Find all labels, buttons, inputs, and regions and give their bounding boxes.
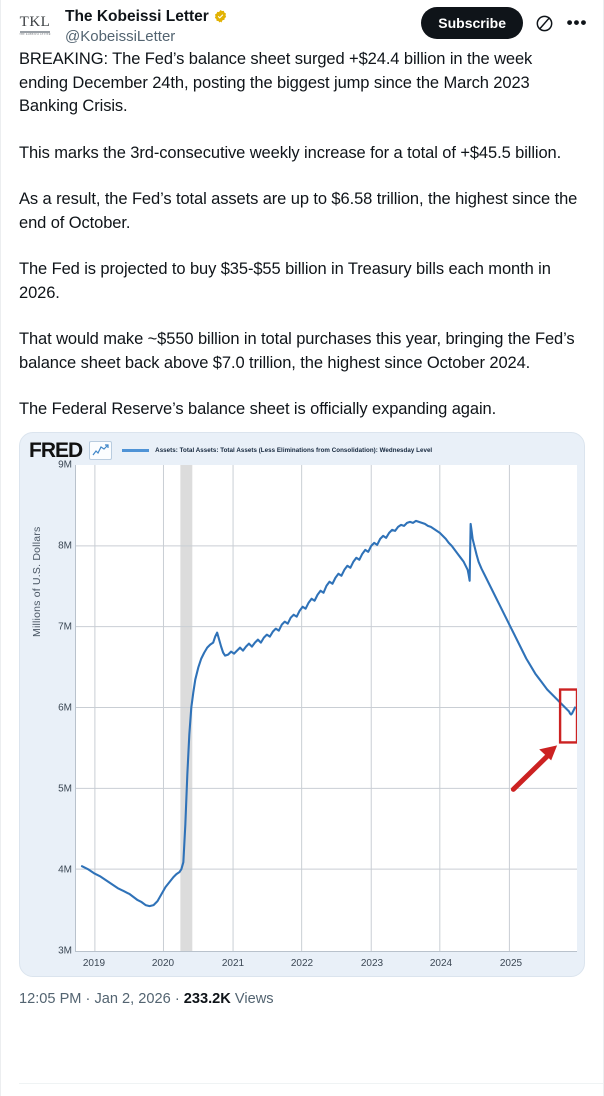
account-handle[interactable]: @KobeissiLetter xyxy=(65,28,176,45)
tweet-header: TKL THE KOBEISSI LETTER The Kobeissi Let… xyxy=(1,0,603,46)
avatar-subtext: THE KOBEISSI LETTER xyxy=(19,33,51,37)
account-names: The Kobeissi Letter @KobeissiLetter xyxy=(65,6,421,46)
line-chart-icon[interactable] xyxy=(89,441,113,460)
tweet-paragraph: That would make ~$550 billion in total p… xyxy=(19,330,580,372)
x-tick-label: 2025 xyxy=(499,957,523,969)
x-axis-ticks: 2019 2020 2021 2022 2023 2024 2025 xyxy=(20,958,584,972)
y-tick-label: 9M xyxy=(58,459,72,470)
more-options-icon[interactable]: ••• xyxy=(565,11,589,35)
tweet-paragraph: BREAKING: The Fed’s balance sheet surged… xyxy=(19,50,537,115)
x-tick-label: 2021 xyxy=(221,957,245,969)
avatar[interactable]: TKL THE KOBEISSI LETTER xyxy=(15,6,55,46)
avatar-divider xyxy=(20,31,50,34)
display-name-row: The Kobeissi Letter xyxy=(65,7,421,26)
uptick-arrow xyxy=(510,744,558,792)
y-tick-label: 7M xyxy=(58,621,72,632)
assets-series-line xyxy=(80,519,577,907)
subscribe-button[interactable]: Subscribe xyxy=(421,7,523,39)
y-tick-label: 8M xyxy=(58,540,72,551)
plot-wrapper: Millions of U.S. Dollars 9M 8M 7M 6M 5M … xyxy=(20,457,584,976)
y-tick-label: 6M xyxy=(58,702,72,713)
post-date: Jan 2, 2026 xyxy=(94,990,171,1007)
y-tick-label: 4M xyxy=(58,864,72,875)
verified-badge-icon xyxy=(214,9,226,23)
avatar-monogram: TKL xyxy=(19,14,51,31)
y-tick-label: 5M xyxy=(58,783,72,794)
metadata-separator: · xyxy=(174,990,180,1007)
x-tick-label: 2023 xyxy=(360,957,384,969)
header-actions: Subscribe ••• xyxy=(421,6,589,39)
slashed-circle-glyph xyxy=(536,15,552,31)
plot-area[interactable] xyxy=(75,464,577,952)
y-tick-label: 3M xyxy=(58,945,72,956)
fred-chart-card[interactable]: FRED Assets: Total Assets: Total Assets … xyxy=(19,431,585,977)
legend-label: Assets: Total Assets: Total Assets (Less… xyxy=(155,447,433,454)
views-count: 233.2K xyxy=(183,990,231,1007)
x-tick-label: 2019 xyxy=(82,957,106,969)
tweet-paragraph: This marks the 3rd-consecutive weekly in… xyxy=(19,143,562,162)
tweet-paragraph: The Federal Reserve’s balance sheet is o… xyxy=(19,400,497,418)
post-time: 12:05 PM xyxy=(19,990,82,1007)
balance-sheet-line-chart xyxy=(76,464,577,951)
y-axis-ticks: 9M 8M 7M 6M 5M 4M 3M xyxy=(20,457,72,976)
bottom-divider xyxy=(19,1083,603,1084)
fred-chart-header: FRED Assets: Total Assets: Total Assets … xyxy=(20,433,584,463)
recent-uptick-highlight xyxy=(558,687,577,744)
slashed-circle-icon[interactable] xyxy=(532,11,556,35)
more-options-dots: ••• xyxy=(566,13,588,32)
chart-legend: Assets: Total Assets: Total Assets (Less… xyxy=(122,447,432,454)
display-name[interactable]: The Kobeissi Letter xyxy=(65,8,209,25)
metadata-separator: · xyxy=(85,990,91,1007)
tweet-paragraph: The Fed is projected to buy $35-$55 bill… xyxy=(19,260,556,302)
tweet-text: BREAKING: The Fed’s balance sheet surged… xyxy=(1,44,603,422)
x-tick-label: 2020 xyxy=(151,957,175,969)
x-tick-label: 2024 xyxy=(429,957,453,969)
x-tick-label: 2022 xyxy=(290,957,314,969)
views-label: Views xyxy=(234,990,274,1007)
tweet-paragraph: As a result, the Fed’s total assets are … xyxy=(19,190,582,232)
tweet-metadata: 12:05 PM · Jan 2, 2026 · 233.2K Views xyxy=(1,977,603,1009)
fred-logo: FRED xyxy=(29,439,83,462)
legend-color-swatch xyxy=(122,449,150,452)
